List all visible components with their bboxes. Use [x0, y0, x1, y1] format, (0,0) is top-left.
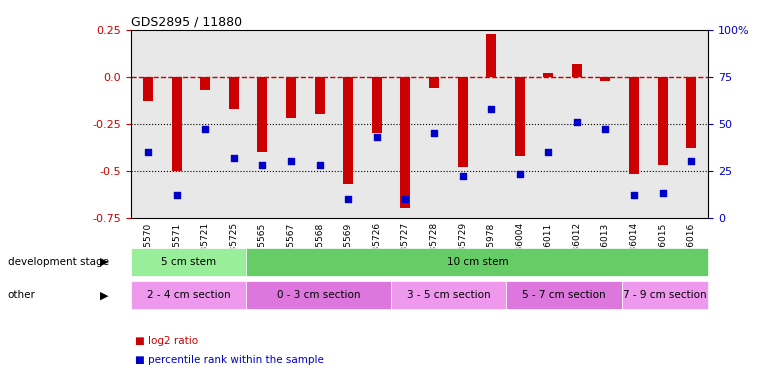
- Point: [457, 173, 469, 179]
- Text: 2 - 4 cm section: 2 - 4 cm section: [147, 290, 230, 300]
- Text: 7 - 9 cm section: 7 - 9 cm section: [623, 290, 707, 300]
- Text: 0 - 3 cm section: 0 - 3 cm section: [277, 290, 360, 300]
- Text: other: other: [8, 290, 35, 300]
- Point: [399, 196, 411, 202]
- Text: ▶: ▶: [99, 290, 109, 300]
- Point: [428, 130, 440, 136]
- Bar: [400, 77, 410, 208]
- Text: ■ percentile rank within the sample: ■ percentile rank within the sample: [135, 355, 323, 365]
- Bar: [257, 77, 267, 152]
- Point: [342, 196, 354, 202]
- Point: [142, 149, 154, 155]
- Point: [599, 126, 611, 132]
- Point: [628, 192, 640, 198]
- Point: [199, 126, 212, 132]
- Bar: [172, 77, 182, 171]
- Bar: [315, 77, 325, 114]
- Point: [485, 106, 497, 112]
- Text: 5 - 7 cm section: 5 - 7 cm section: [522, 290, 606, 300]
- Bar: [572, 64, 582, 77]
- Text: 3 - 5 cm section: 3 - 5 cm section: [407, 290, 490, 300]
- Point: [657, 190, 669, 196]
- Bar: [629, 77, 639, 174]
- Text: 10 cm stem: 10 cm stem: [447, 256, 508, 267]
- Point: [685, 158, 698, 164]
- Bar: [544, 73, 554, 77]
- Bar: [229, 77, 239, 109]
- Bar: [686, 77, 696, 148]
- Text: 5 cm stem: 5 cm stem: [161, 256, 216, 267]
- Point: [170, 192, 182, 198]
- Point: [285, 158, 297, 164]
- Text: development stage: development stage: [8, 256, 109, 267]
- Text: GDS2895 / 11880: GDS2895 / 11880: [131, 16, 242, 29]
- Bar: [200, 77, 210, 90]
- Bar: [286, 77, 296, 118]
- Bar: [457, 77, 467, 167]
- Bar: [486, 34, 496, 77]
- Bar: [143, 77, 153, 101]
- Point: [542, 149, 554, 155]
- Text: ▶: ▶: [99, 256, 109, 267]
- Point: [256, 162, 269, 168]
- Bar: [658, 77, 668, 165]
- Point: [370, 134, 383, 140]
- Point: [228, 154, 240, 160]
- Point: [313, 162, 326, 168]
- Point: [571, 119, 583, 125]
- Bar: [429, 77, 439, 88]
- Bar: [601, 77, 611, 81]
- Point: [514, 171, 526, 177]
- Bar: [343, 77, 353, 184]
- Bar: [514, 77, 524, 156]
- Bar: [372, 77, 382, 133]
- Text: ■ log2 ratio: ■ log2 ratio: [135, 336, 198, 346]
